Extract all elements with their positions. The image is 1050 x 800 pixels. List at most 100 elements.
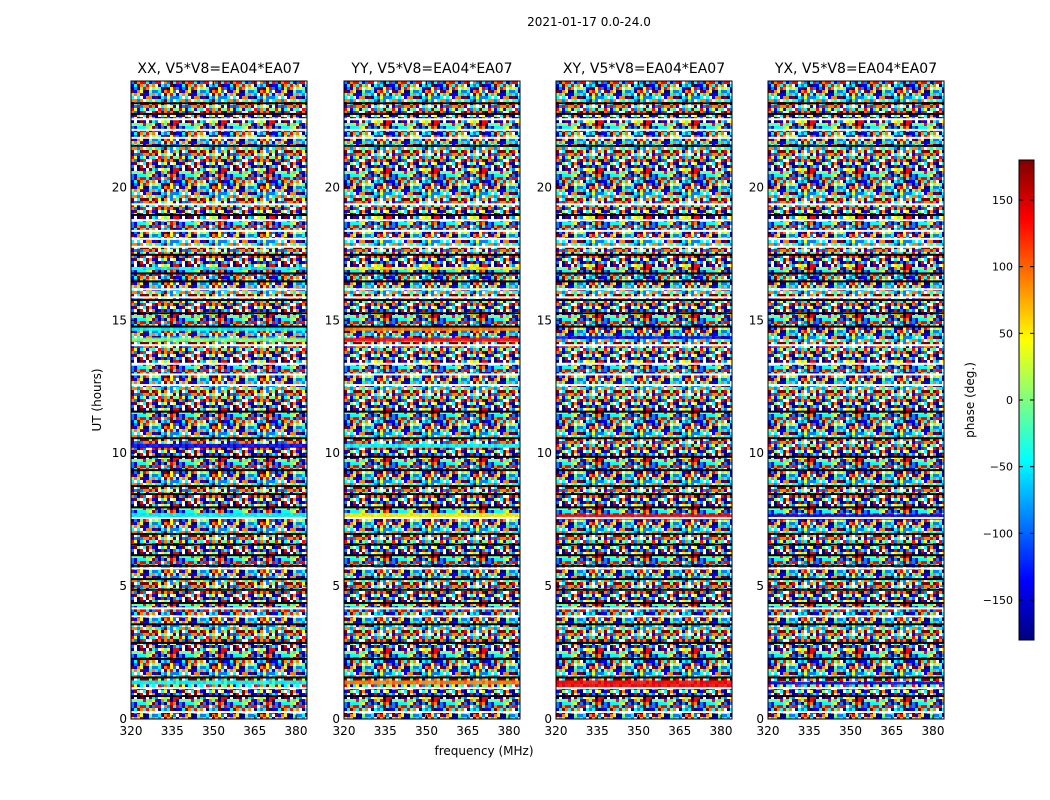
gap-line: [556, 362, 732, 365]
flag-line: [131, 493, 307, 496]
x-tick-label: 335: [586, 724, 609, 738]
x-tick-label: 365: [456, 724, 479, 738]
y-tick-label: 0: [544, 712, 552, 726]
heatmap-4: [768, 81, 944, 719]
gap-line: [556, 607, 732, 610]
flag-line: [556, 112, 732, 115]
flag-line: [131, 272, 307, 275]
x-tick-label: 320: [757, 724, 780, 738]
y-tick-label: 5: [119, 579, 127, 593]
flag-line: [131, 144, 307, 147]
phase-band: [131, 680, 307, 685]
panel-4: YX, V5*V8=EA04*EA07 320 335 350 365 380 0 5 10 15…: [749, 61, 945, 738]
heatmap-1: [131, 81, 307, 719]
gap-line: [556, 136, 732, 139]
gap-line: [344, 237, 520, 240]
flag-line: [768, 325, 944, 328]
gap-line: [556, 237, 732, 240]
colorbar: 150 100 50 0 −50 −100 −150 phase (deg.): [963, 159, 1035, 641]
flag-line: [344, 455, 520, 458]
panel-3: XY, V5*V8=EA04*EA07 320 335 350 365 380 0 5 10 15…: [537, 61, 733, 738]
gap-line: [344, 687, 520, 690]
flag-line: [344, 695, 520, 698]
flag-line: [768, 695, 944, 698]
phase-band: [556, 680, 732, 688]
flag-line: [556, 493, 732, 496]
flag-line: [768, 455, 944, 458]
flag-line: [344, 578, 520, 581]
colorbar-label: phase (deg.): [963, 362, 977, 438]
phase-band: [344, 267, 520, 270]
flag-line: [344, 272, 520, 275]
flag-line: [556, 272, 732, 275]
flag-line: [768, 506, 944, 509]
x-tick-label: 350: [627, 724, 650, 738]
flag-line: [344, 543, 520, 546]
gap-line: [556, 288, 732, 291]
flag-line: [344, 437, 520, 440]
gap-line: [556, 344, 732, 347]
panel-title: YX, V5*V8=EA04*EA07: [774, 61, 937, 77]
panel-title: YY, V5*V8=EA04*EA07: [350, 61, 512, 77]
flag-line: [556, 506, 732, 509]
panel-title: XX, V5*V8=EA04*EA07: [137, 61, 300, 77]
flag-line: [344, 641, 520, 644]
flag-line: [556, 102, 732, 105]
gap-line: [131, 687, 307, 690]
gap-line: [131, 615, 307, 618]
phase-band: [131, 443, 307, 448]
y-tick-label: 20: [537, 180, 552, 194]
flag-line: [131, 312, 307, 315]
flag-line: [131, 506, 307, 509]
flag-line: [344, 253, 520, 256]
flag-line: [131, 564, 307, 567]
gap-line: [768, 219, 944, 222]
flag-line: [556, 213, 732, 216]
x-tick-label: 365: [243, 724, 266, 738]
flag-line: [768, 532, 944, 535]
flag-line: [344, 112, 520, 115]
flag-line: [556, 543, 732, 546]
y-tick-label: 5: [332, 579, 340, 593]
panels: XX, V5*V8=EA04*EA07 320 335 350 365 380 0 5 10 15…: [112, 61, 945, 738]
x-tick-label: 335: [161, 724, 184, 738]
gap-line: [344, 118, 520, 121]
gap-line: [344, 136, 520, 139]
flag-line: [131, 325, 307, 328]
gap-line: [768, 687, 944, 690]
flag-line: [556, 532, 732, 535]
flag-line: [768, 112, 944, 115]
flag-line: [556, 554, 732, 557]
gap-line: [344, 607, 520, 610]
flag-line: [556, 695, 732, 698]
panel-frame: [767, 80, 945, 720]
flag-line: [131, 623, 307, 626]
suptitle: 2021-01-17 0.0-24.0: [527, 15, 651, 29]
flag-line: [556, 623, 732, 626]
gap-line: [556, 687, 732, 690]
gap-line: [768, 711, 944, 714]
gap-line: [131, 607, 307, 610]
y-tick-label: 15: [112, 313, 127, 327]
flag-line: [768, 437, 944, 440]
panel-2: YY, V5*V8=EA04*EA07 320 335 350 365 380 0 5 10 15…: [325, 61, 521, 738]
x-tick-label: 365: [668, 724, 691, 738]
gap-line: [556, 219, 732, 222]
flag-line: [556, 578, 732, 581]
flag-line: [131, 602, 307, 605]
flag-line: [768, 493, 944, 496]
flag-line: [768, 578, 944, 581]
flag-line: [768, 102, 944, 105]
flag-line: [131, 543, 307, 546]
flag-line: [131, 554, 307, 557]
x-tick-label: 365: [880, 724, 903, 738]
flag-line: [556, 410, 732, 413]
gap-line: [556, 373, 732, 376]
x-tick-label: 335: [798, 724, 821, 738]
gap-line: [344, 615, 520, 618]
panel-frame: [130, 80, 308, 720]
gap-line: [768, 384, 944, 387]
gap-line: [768, 615, 944, 618]
gap-line: [556, 229, 732, 232]
phase-band: [131, 512, 307, 519]
